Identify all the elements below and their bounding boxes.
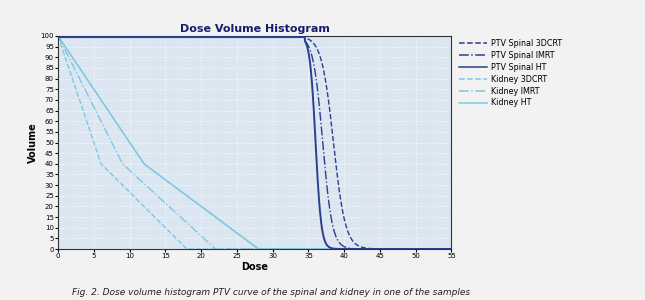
Title: Dose Volume Histogram: Dose Volume Histogram bbox=[180, 24, 330, 34]
Legend: PTV Spinal 3DCRT, PTV Spinal IMRT, PTV Spinal HT, Kidney 3DCRT, Kidney IMRT, Kid: PTV Spinal 3DCRT, PTV Spinal IMRT, PTV S… bbox=[455, 36, 565, 110]
Y-axis label: Volume: Volume bbox=[28, 122, 37, 163]
X-axis label: Dose: Dose bbox=[241, 262, 268, 272]
Text: Fig. 2. Dose volume histogram PTV curve of the spinal and kidney in one of the s: Fig. 2. Dose volume histogram PTV curve … bbox=[72, 288, 470, 297]
